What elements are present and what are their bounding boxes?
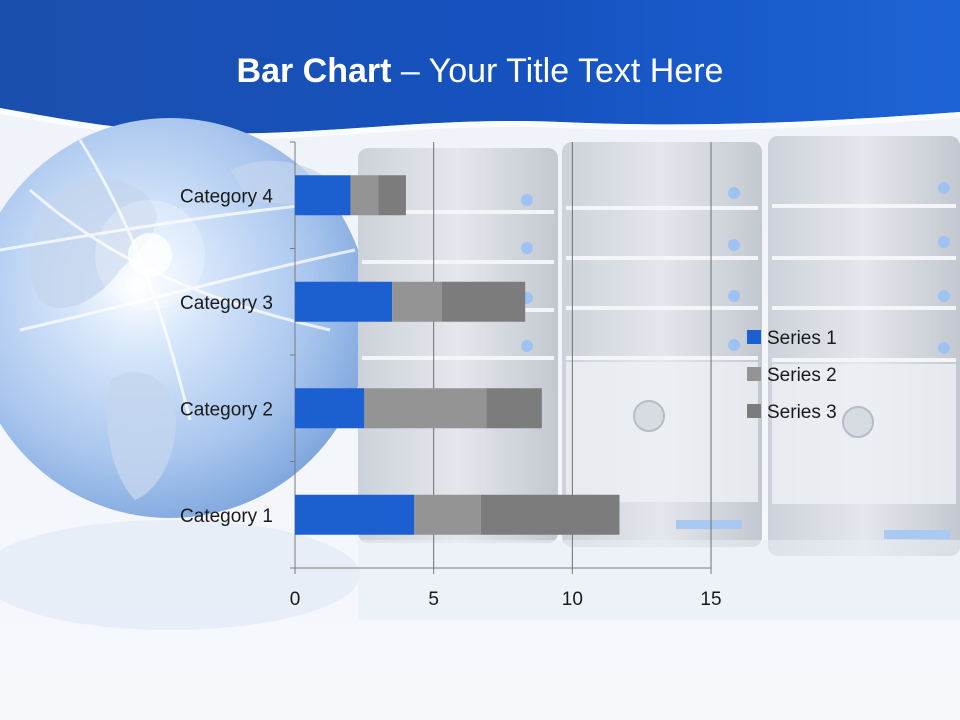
x-tick-label-1: 5	[428, 589, 439, 610]
bar-2-3	[392, 281, 442, 322]
bar-3-2	[486, 388, 542, 429]
bar-3-3	[441, 281, 526, 322]
bar-2-4	[350, 175, 379, 216]
slide-title: Bar Chart – Your Title Text Here	[0, 52, 960, 91]
legend-swatch-1	[747, 330, 761, 344]
title-bold: Bar Chart	[236, 52, 392, 90]
server-illustration	[358, 136, 960, 620]
x-tick-label-3: 15	[700, 589, 721, 610]
bar-2-1	[414, 494, 481, 535]
category-label-4: Category 4	[180, 186, 273, 207]
bar-3-1	[480, 494, 620, 535]
globe-illustration	[0, 118, 370, 630]
bar-2-2	[364, 388, 487, 429]
bar-1-4	[295, 175, 351, 216]
title-rest: – Your Title Text Here	[391, 52, 724, 90]
category-label-3: Category 3	[180, 293, 273, 314]
category-label-1: Category 1	[180, 506, 273, 527]
category-label-2: Category 2	[180, 399, 273, 420]
legend-label-2: Series 2	[767, 365, 837, 386]
bar-3-4	[378, 175, 406, 216]
x-tick-label-0: 0	[290, 589, 301, 610]
x-tick-label-2: 10	[562, 589, 583, 610]
bar-1-2	[295, 388, 365, 429]
legend-swatch-3	[747, 404, 761, 418]
bar-1-1	[295, 494, 415, 535]
bar-1-3	[295, 281, 393, 322]
legend-swatch-2	[747, 367, 761, 381]
legend-label-3: Series 3	[767, 402, 837, 423]
legend-label-1: Series 1	[767, 328, 837, 349]
